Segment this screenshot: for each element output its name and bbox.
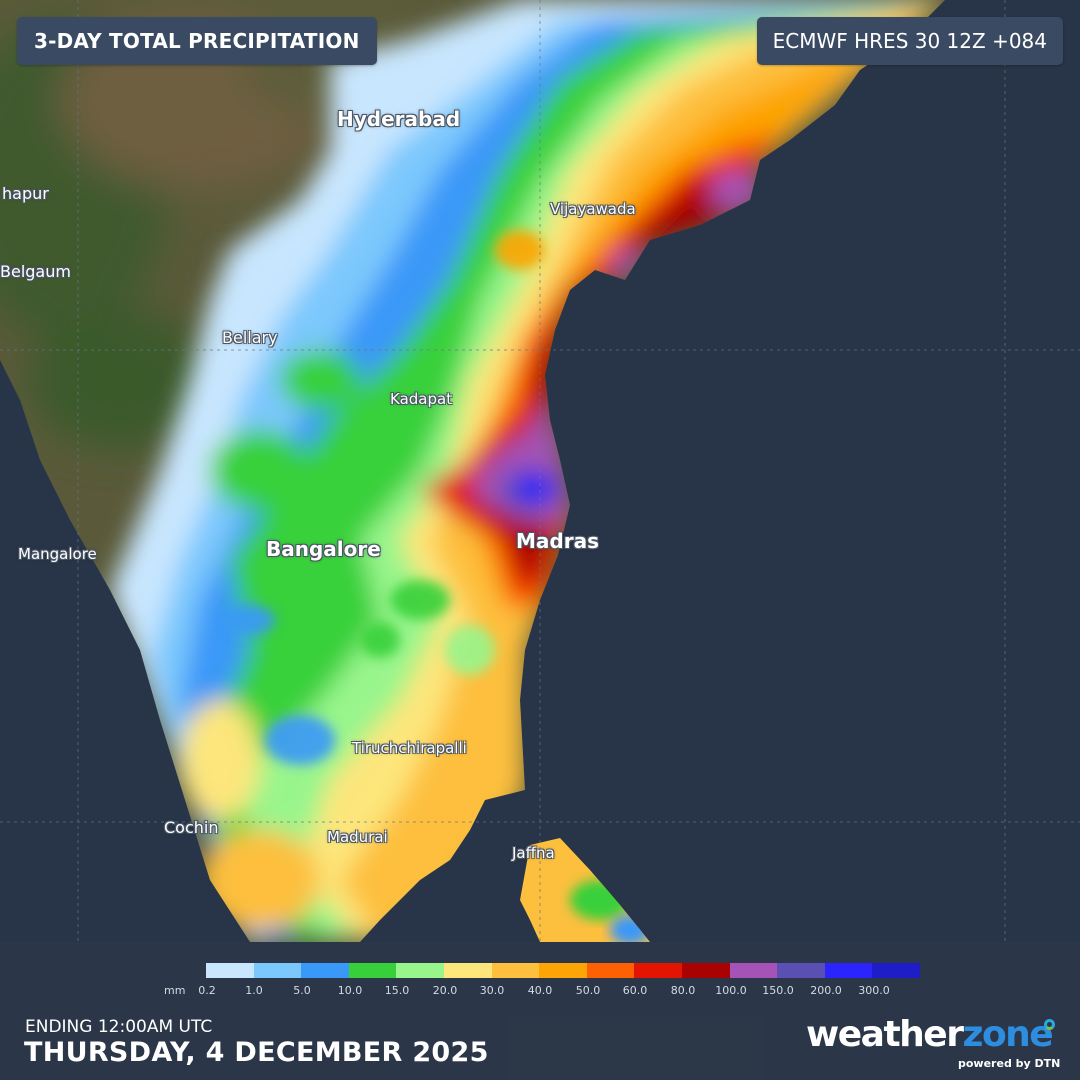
city-label-cochin: Cochin [164,818,219,837]
city-label-bangalore: Bangalore [266,537,381,561]
legend-swatch [872,963,920,978]
precipitation-legend [206,963,920,978]
legend-label: 5.0 [293,984,311,997]
legend-label: 30.0 [479,984,505,997]
logo-zone: zone [962,1014,1053,1055]
legend-label: 80.0 [670,984,696,997]
legend-label: 100.0 [715,984,747,997]
legend-label: 200.0 [810,984,842,997]
model-run-label: ECMWF HRES 30 12Z +084 [756,17,1063,65]
logo-ring-icon [1044,1019,1055,1030]
legend-label: 10.0 [337,984,363,997]
legend-label: 50.0 [575,984,601,997]
legend-label: 300.0 [858,984,890,997]
graticule [0,0,1080,942]
city-label-hapur: hapur [2,184,49,203]
legend-label: 40.0 [527,984,553,997]
legend-unit: mm [164,984,186,997]
legend-swatch [206,963,254,978]
legend-swatch [824,963,873,978]
city-label-hyderabad: Hyderabad [337,107,461,131]
legend-labels: 0.2 1.0 5.0 10.0 15.0 20.0 30.0 40.0 50.… [0,984,1080,1000]
logo-wordmark: weatherzone [806,1014,1054,1055]
legend-label: 150.0 [762,984,794,997]
map-title: 3-DAY TOTAL PRECIPITATION [17,17,377,65]
legend-swatch [491,963,540,978]
city-label-kadapat: Kadapat [390,390,453,408]
legend-label: 20.0 [432,984,458,997]
legend-swatch [586,963,635,978]
legend-swatch [729,963,778,978]
city-label-madras: Madras [516,529,599,553]
legend-swatch [396,963,444,978]
forecast-date: THURSDAY, 4 DECEMBER 2025 [24,1037,489,1068]
city-label-belgaum: Belgaum [0,262,71,281]
legend-label: 15.0 [384,984,410,997]
legend-label: 60.0 [622,984,648,997]
legend-swatch [681,963,730,978]
city-label-mangalore: Mangalore [18,545,97,563]
city-label-tiruchchirapalli: Tiruchchirapalli [352,739,467,757]
legend-swatch [301,963,349,978]
legend-swatch [634,963,682,978]
city-label-vijayawada: Vijayawada [550,200,636,218]
weatherzone-logo[interactable]: weatherzone powered by DTN [806,1014,1066,1074]
logo-tagline: powered by DTN [958,1057,1061,1070]
legend-label: 1.0 [245,984,263,997]
valid-time-label: ENDING 12:00AM UTC [25,1017,213,1037]
city-label-jaffna: Jaffna [512,844,555,862]
legend-swatch [253,963,302,978]
city-label-madurai: Madurai [327,828,388,846]
legend-swatch [348,963,397,978]
legend-swatch [777,963,825,978]
logo-weather: weather [806,1014,964,1055]
legend-swatch [443,963,492,978]
legend-label: 0.2 [198,984,216,997]
legend-swatch [539,963,587,978]
city-label-bellary: Bellary [222,328,278,347]
